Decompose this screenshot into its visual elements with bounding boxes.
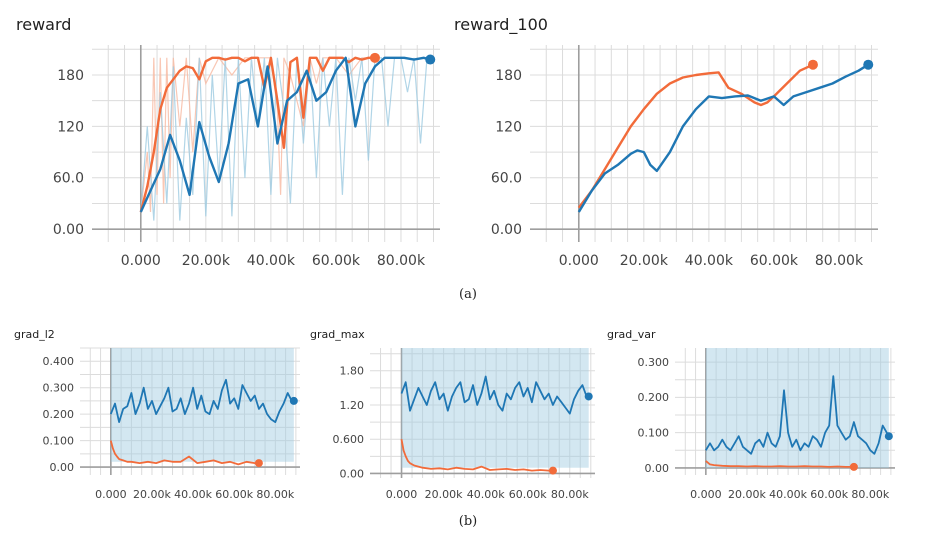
chart-title: grad_max: [310, 328, 365, 341]
series-line-blue: [400, 375, 589, 415]
y-tick-label: 0.300: [638, 356, 670, 369]
y-tick-label: 0.00: [645, 462, 670, 475]
x-tick-label: 60.00k: [750, 253, 799, 269]
y-tick-label: 0.300: [43, 382, 75, 395]
series-line-orange: [577, 63, 814, 209]
x-tick-label: 60.00k: [312, 253, 361, 269]
y-tick-label: 60.0: [53, 171, 84, 187]
series-line-blue: [139, 56, 431, 213]
series-end-point-blue: [584, 392, 593, 401]
series-line-blue: [705, 375, 890, 455]
chart-reward-100: reward_100 0.00 60.0 120 180 0.000 20.00k 40.00…: [454, 15, 878, 269]
variance-band: [401, 348, 589, 468]
x-tick-label: 60.00k: [215, 488, 253, 501]
x-tick-label: 80.00k: [551, 488, 589, 501]
y-tick-label: 1.80: [340, 365, 365, 378]
y-tick-label: 0.600: [333, 433, 365, 446]
y-tick-label: 0.200: [638, 391, 670, 404]
x-tick-label: 0.000: [690, 488, 722, 501]
y-tick-label: 0.00: [340, 467, 365, 480]
y-tick-label: 0.100: [43, 434, 75, 447]
chart-title: reward_100: [454, 15, 548, 35]
x-tick-label: 20.00k: [620, 253, 669, 269]
chart-grad-l2: grad_l2 0.00 0.100 0.200 0.300 0.400 0.000 20.0…: [14, 328, 300, 501]
series-end-point-orange: [849, 462, 858, 471]
series-end-point-orange: [807, 59, 818, 70]
series-end-point-orange: [369, 52, 380, 63]
y-tick-label: 1.20: [340, 399, 365, 412]
series-end-point-blue: [289, 396, 298, 405]
series-line-orange: [139, 56, 375, 213]
chart-title: grad_l2: [14, 328, 55, 341]
x-tick-label: 20.00k: [182, 253, 231, 269]
x-tick-label: 40.00k: [467, 488, 505, 501]
x-tick-label: 40.00k: [174, 488, 212, 501]
y-tick-label: 0.00: [491, 222, 522, 238]
x-tick-label: 40.00k: [685, 253, 734, 269]
y-tick-label: 0.100: [638, 427, 670, 440]
chart-grad-var: grad_var 0.00 0.100 0.200 0.300 0.000 20.00k 40…: [607, 328, 895, 501]
chart-title: reward: [16, 15, 71, 34]
y-tick-label: 0.400: [43, 355, 75, 368]
x-tick-label: 0.000: [559, 253, 599, 269]
caption-b: (b): [459, 514, 477, 529]
y-tick-label: 60.0: [491, 171, 522, 187]
y-tick-label: 0.00: [50, 461, 75, 474]
series-end-point-blue: [425, 54, 436, 65]
series-line-blue: [577, 63, 869, 213]
chart-grad-max: grad_max 0.00 0.600 1.20 1.80 0.000 20.00k 40.0…: [310, 328, 595, 501]
y-tick-label: 120: [57, 119, 84, 135]
caption-a: (a): [459, 287, 477, 302]
y-tick-label: 120: [495, 119, 522, 135]
x-tick-label: 0.000: [121, 253, 161, 269]
x-tick-label: 20.00k: [133, 488, 171, 501]
chart-reward: reward 0.00 60.0 120 180 0.000 20.00k 40.00k 60.…: [16, 15, 440, 269]
x-tick-label: 40.00k: [769, 488, 807, 501]
x-tick-label: 60.00k: [810, 488, 848, 501]
x-tick-label: 60.00k: [509, 488, 547, 501]
x-tick-label: 80.00k: [256, 488, 294, 501]
y-tick-label: 180: [57, 68, 84, 84]
variance-band: [705, 348, 889, 468]
series-end-point-orange: [254, 459, 263, 468]
series-line-orange: [400, 439, 553, 472]
y-tick-label: 0.00: [53, 222, 84, 238]
x-tick-label: 80.00k: [851, 488, 889, 501]
chart-title: grad_var: [607, 328, 656, 341]
x-tick-label: 0.000: [386, 488, 418, 501]
x-tick-label: 40.00k: [247, 253, 296, 269]
series-line-blue: [109, 378, 294, 423]
x-tick-label: 20.00k: [728, 488, 766, 501]
y-tick-label: 0.200: [43, 408, 75, 421]
series-line-orange: [705, 460, 854, 468]
x-tick-label: 80.00k: [377, 253, 426, 269]
x-tick-label: 20.00k: [425, 488, 463, 501]
series-line-orange: [109, 440, 259, 466]
series-line-raw-blue: [140, 56, 431, 221]
series-end-point-blue: [884, 432, 893, 441]
series-end-point-orange: [548, 466, 557, 475]
series-end-point-blue: [863, 59, 874, 70]
y-tick-label: 180: [495, 68, 522, 84]
x-tick-label: 0.000: [95, 488, 127, 501]
x-tick-label: 80.00k: [815, 253, 864, 269]
